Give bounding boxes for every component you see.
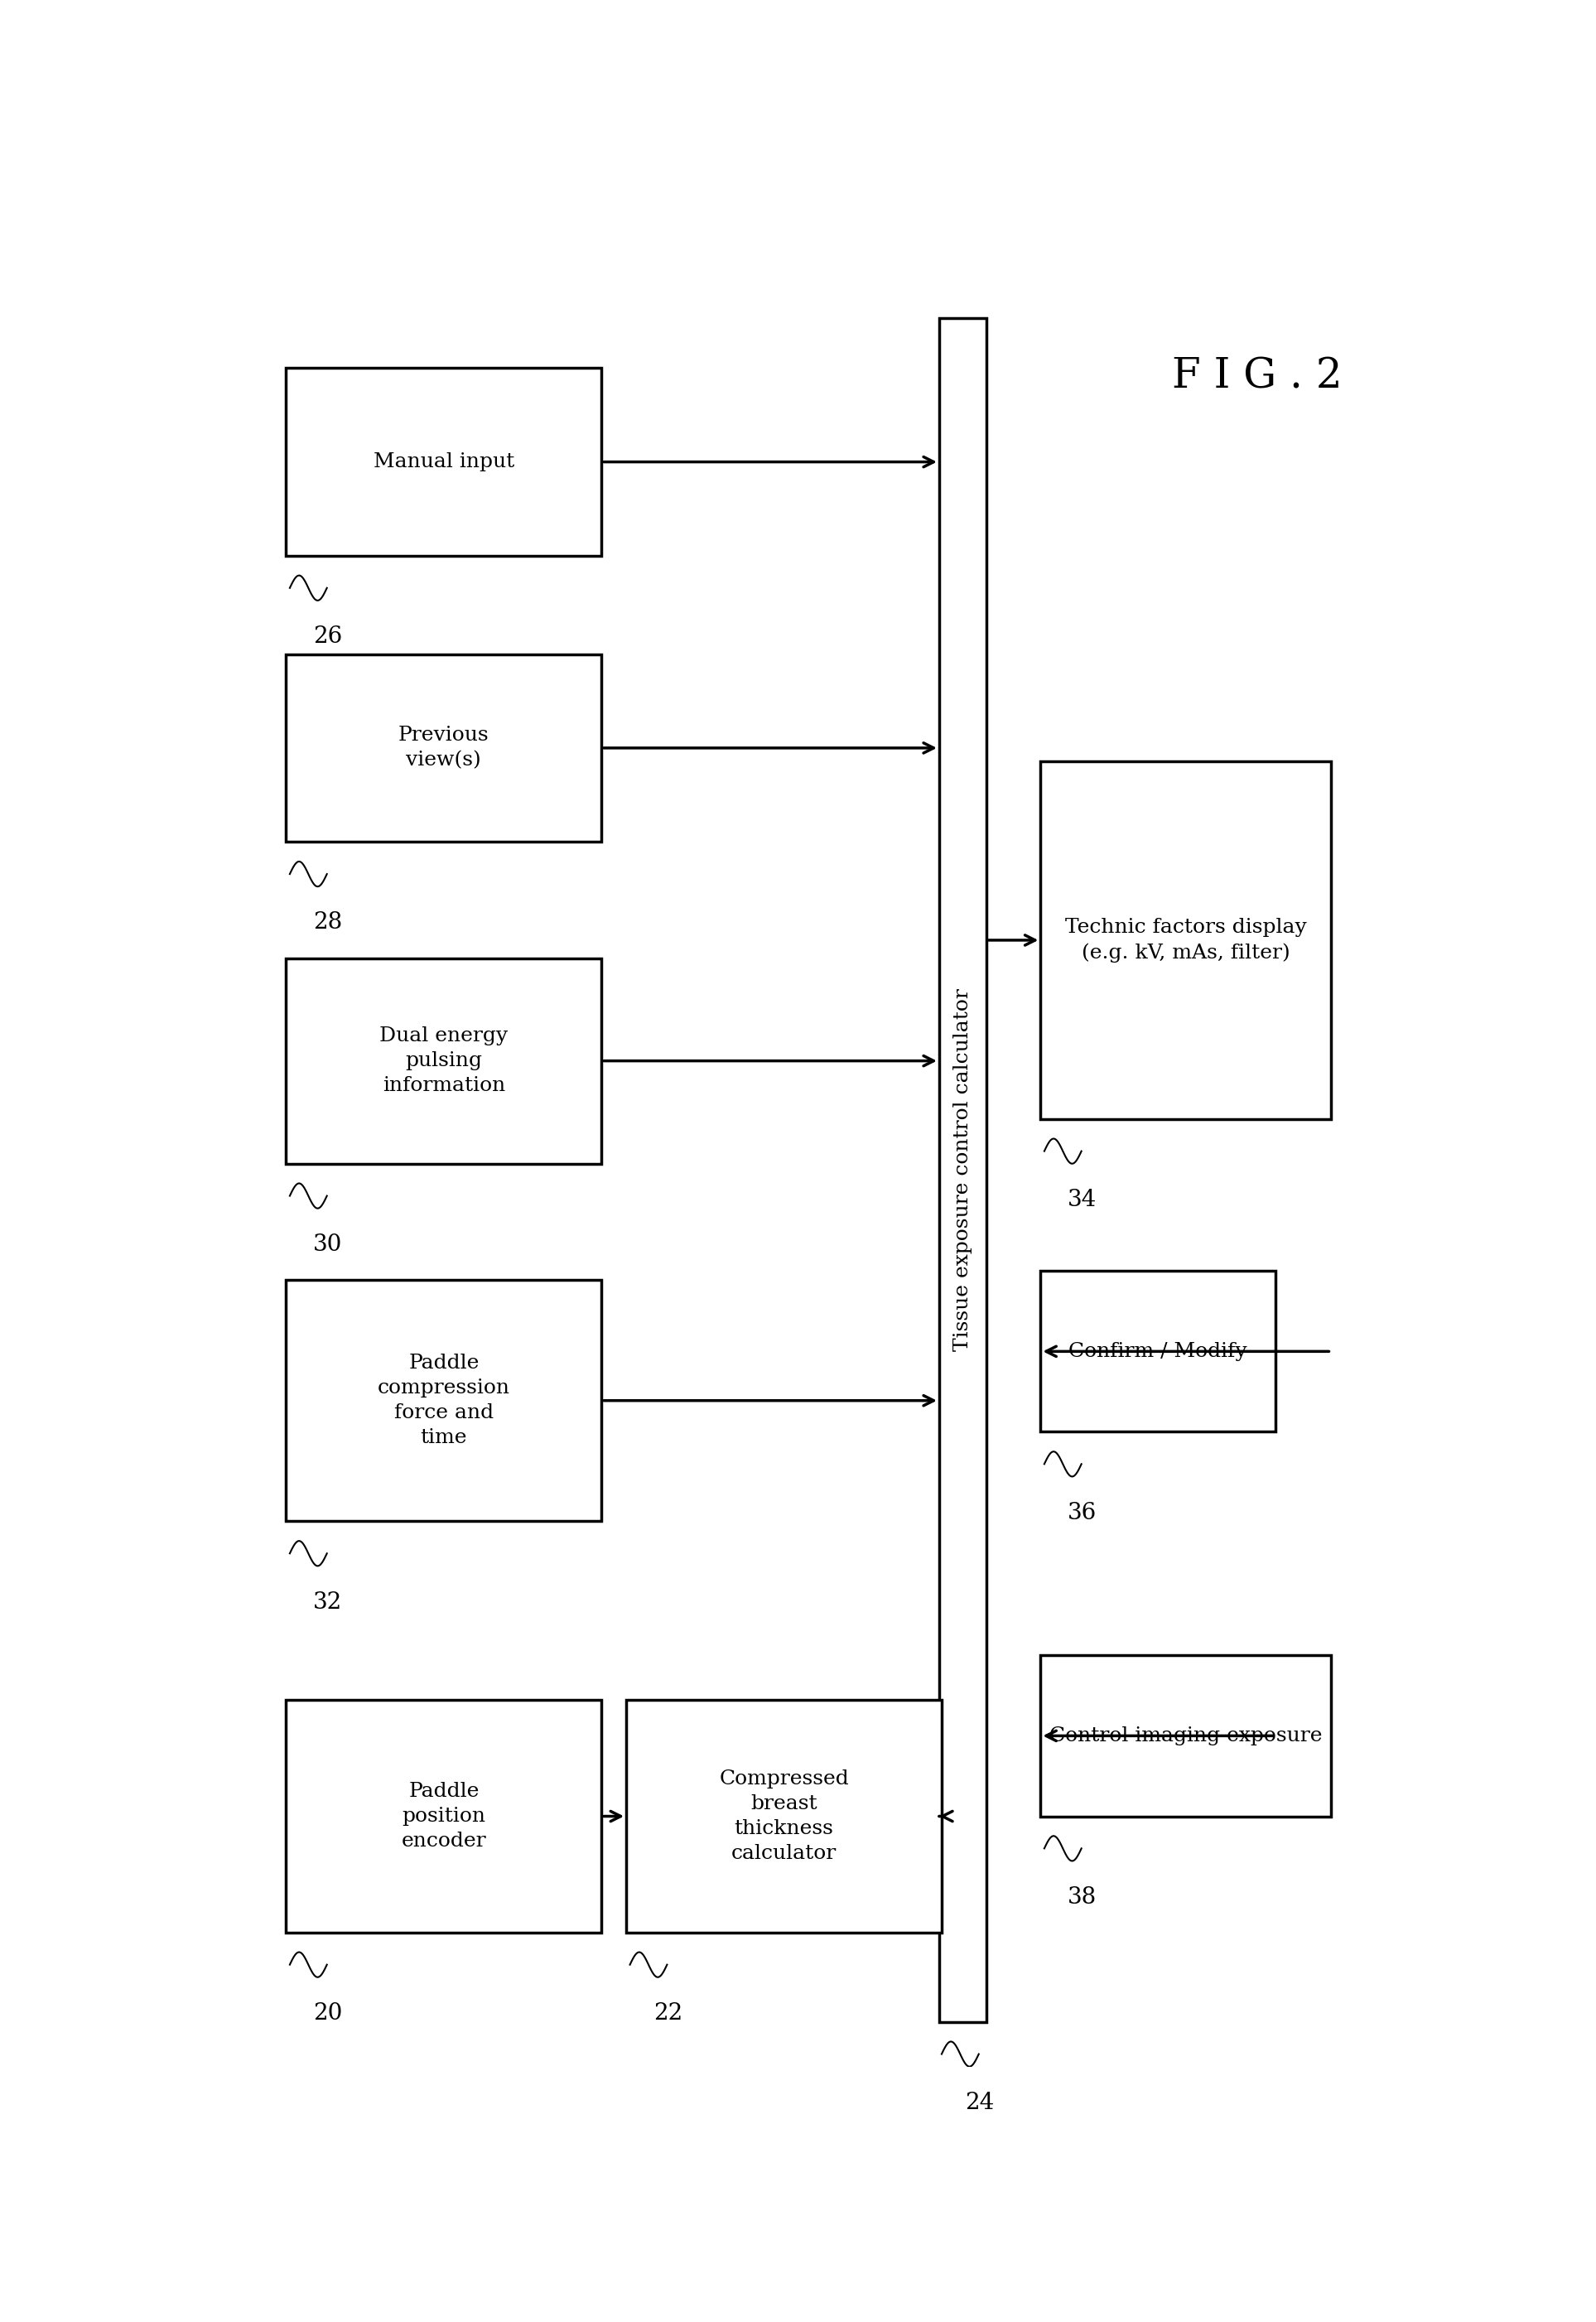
Text: 26: 26	[313, 625, 343, 648]
Bar	[286, 1279, 602, 1521]
Text: Tissue exposure control calculator: Tissue exposure control calculator	[953, 989, 972, 1351]
Text: 38: 38	[1068, 1885, 1096, 1909]
Bar	[938, 318, 986, 2022]
Bar	[1041, 1270, 1275, 1433]
Text: Technic factors display
(e.g. kV, mAs, filter): Technic factors display (e.g. kV, mAs, f…	[1065, 917, 1307, 964]
Text: 20: 20	[313, 2002, 343, 2025]
Text: Compressed
breast
thickness
calculator: Compressed breast thickness calculator	[720, 1769, 849, 1862]
Text: Paddle
compression
force and
time: Paddle compression force and time	[378, 1354, 511, 1447]
Bar	[286, 369, 602, 555]
Bar	[626, 1700, 942, 1932]
Text: Previous
view(s): Previous view(s)	[399, 727, 490, 771]
Bar	[1041, 762, 1331, 1119]
Text: 22: 22	[653, 2002, 683, 2025]
Bar	[1041, 1656, 1331, 1816]
Text: 32: 32	[313, 1591, 343, 1614]
Text: Control imaging exposure: Control imaging exposure	[1050, 1725, 1323, 1746]
Text: 28: 28	[313, 913, 343, 933]
Bar	[286, 959, 602, 1163]
Text: 34: 34	[1068, 1189, 1096, 1212]
Bar	[286, 1700, 602, 1932]
Text: Manual input: Manual input	[373, 453, 514, 471]
Text: Confirm / Modify: Confirm / Modify	[1069, 1342, 1248, 1361]
Text: 24: 24	[966, 2092, 994, 2113]
Text: F I G . 2: F I G . 2	[1171, 358, 1342, 397]
Bar	[286, 655, 602, 843]
Text: 36: 36	[1068, 1502, 1096, 1523]
Text: Paddle
position
encoder: Paddle position encoder	[401, 1781, 487, 1851]
Text: 30: 30	[313, 1233, 343, 1256]
Text: Dual energy
pulsing
information: Dual energy pulsing information	[380, 1026, 508, 1096]
